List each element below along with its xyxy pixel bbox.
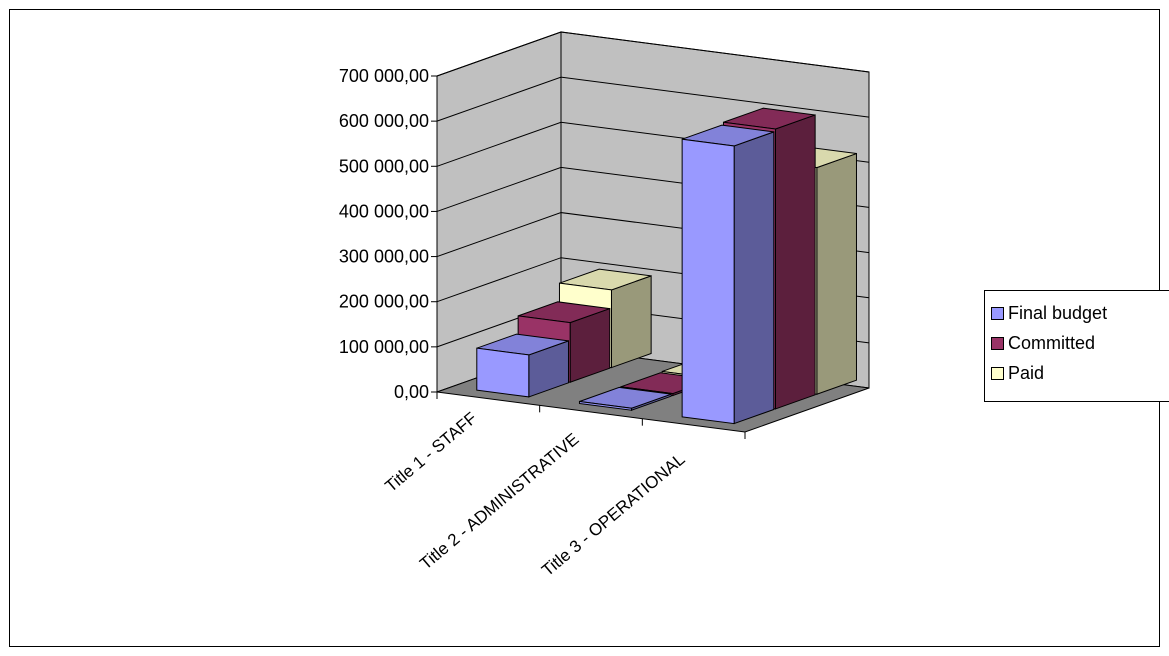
bar-side <box>610 275 652 369</box>
bar-side <box>816 152 857 395</box>
gridline <box>436 76 870 122</box>
gridline <box>436 31 870 77</box>
x-tick-label: Title 1 - STAFF <box>382 409 481 496</box>
chart-svg: 0,00 100 000,00 200 000,00 300 000,00 400 00… <box>339 31 870 581</box>
y-tick-label: 500 000,00 <box>339 156 429 176</box>
y-tick-label: 100 000,00 <box>339 337 429 357</box>
legend-swatch <box>991 336 1004 350</box>
legend-swatch <box>991 366 1004 380</box>
bar-front <box>578 400 632 411</box>
y-tick-label: 300 000,00 <box>339 247 429 267</box>
legend-item-committed: Committed <box>991 328 1169 358</box>
y-tick-label: 600 000,00 <box>339 111 429 131</box>
chart-frame: 0,00 100 000,00 200 000,00 300 000,00 400 00… <box>9 9 1169 647</box>
legend-label: Paid <box>1008 362 1045 383</box>
y-tick-label: 400 000,00 <box>339 201 429 221</box>
legend-label: Final budget <box>1008 302 1108 323</box>
bar-side <box>733 131 775 425</box>
legend-item-paid: Paid <box>991 358 1169 388</box>
y-tick-label: 200 000,00 <box>339 292 429 312</box>
legend-swatch <box>991 306 1004 320</box>
legend: Final budget Committed Paid <box>984 290 1169 402</box>
bar-front <box>476 347 530 398</box>
bar-front <box>681 138 735 425</box>
x-tick-label: Title 3 - OPERATIONAL <box>538 450 688 581</box>
y-tick-label: 700 000,00 <box>339 66 429 86</box>
y-tick-label: 0,00 <box>394 382 429 402</box>
legend-item-final-budget: Final budget <box>991 298 1169 328</box>
legend-label: Committed <box>1008 332 1096 353</box>
bar-side <box>774 114 816 410</box>
